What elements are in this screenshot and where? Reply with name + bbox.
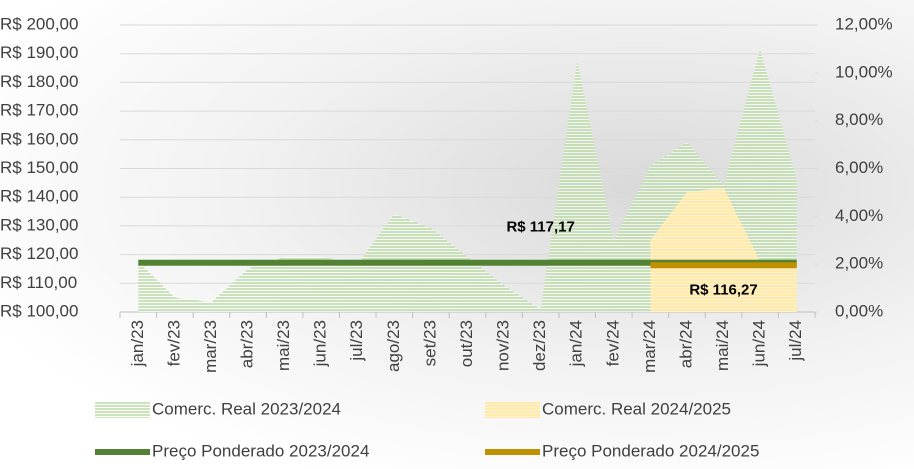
y-tick-label: R$ 120,00 bbox=[0, 244, 78, 263]
legend-label: Comerc. Real 2023/2024 bbox=[152, 399, 341, 418]
x-tick-label: mar/24 bbox=[640, 320, 659, 373]
y2-tick-label: 8,00% bbox=[835, 110, 883, 129]
x-tick-label: jul/23 bbox=[347, 320, 366, 362]
y-tick-label: R$ 150,00 bbox=[0, 158, 78, 177]
x-tick-label: jan/23 bbox=[128, 320, 147, 367]
chart: R$ 100,00 R$ 110,00 R$ 120,00 R$ 130,00 R$ 1… bbox=[0, 0, 914, 469]
page: R$ 100,00 R$ 110,00 R$ 120,00 R$ 130,00 R$ 1… bbox=[0, 0, 914, 469]
y-tick-label: R$ 170,00 bbox=[0, 101, 78, 120]
y2-tick-label: 4,00% bbox=[835, 206, 883, 225]
y2-tick-label: 0,00% bbox=[835, 301, 883, 320]
y2-tick-label: 10,00% bbox=[835, 62, 893, 81]
legend-swatch bbox=[485, 402, 540, 418]
x-tick-label: out/23 bbox=[457, 320, 476, 367]
y2-tick-label: 2,00% bbox=[835, 254, 883, 273]
y-tick-label: R$ 100,00 bbox=[0, 301, 78, 320]
y-tick-label: R$ 200,00 bbox=[0, 14, 78, 33]
x-tick-label: jun/23 bbox=[311, 320, 330, 367]
legend-label: Preço Ponderado 2024/2025 bbox=[542, 441, 759, 460]
x-tick-label: abr/23 bbox=[238, 320, 257, 368]
x-tick-label: ago/23 bbox=[384, 320, 403, 372]
x-tick-label: dez/23 bbox=[530, 320, 549, 371]
y2-tick-label: 6,00% bbox=[835, 158, 883, 177]
data-label: R$ 117,17 bbox=[506, 219, 574, 236]
x-tick-label: mai/23 bbox=[274, 320, 293, 371]
x-tick-label: set/23 bbox=[420, 320, 439, 366]
x-tick-label: mai/24 bbox=[713, 320, 732, 371]
y-tick-label: R$ 190,00 bbox=[0, 43, 78, 62]
y-tick-label: R$ 160,00 bbox=[0, 129, 78, 148]
x-tick-label: mar/23 bbox=[201, 320, 220, 373]
x-tick-label: fev/23 bbox=[164, 320, 183, 366]
x-tick-label: jan/24 bbox=[567, 320, 586, 367]
x-tick-label: abr/24 bbox=[676, 320, 695, 368]
legend-swatch bbox=[95, 402, 150, 418]
legend-label: Preço Ponderado 2023/2024 bbox=[152, 441, 369, 460]
x-tick-label: jun/24 bbox=[750, 320, 769, 367]
data-label: R$ 116,27 bbox=[689, 281, 757, 298]
x-tick-label: nov/23 bbox=[494, 320, 513, 371]
y-tick-label: R$ 130,00 bbox=[0, 215, 78, 234]
x-tick-label: jul/24 bbox=[786, 320, 805, 362]
y-tick-label: R$ 140,00 bbox=[0, 187, 78, 206]
y-tick-label: R$ 180,00 bbox=[0, 72, 78, 91]
y2-tick-label: 12,00% bbox=[835, 14, 893, 33]
y-tick-label: R$ 110,00 bbox=[0, 273, 77, 292]
legend-label: Comerc. Real 2024/2025 bbox=[542, 399, 731, 418]
x-tick-label: fev/24 bbox=[603, 320, 622, 366]
